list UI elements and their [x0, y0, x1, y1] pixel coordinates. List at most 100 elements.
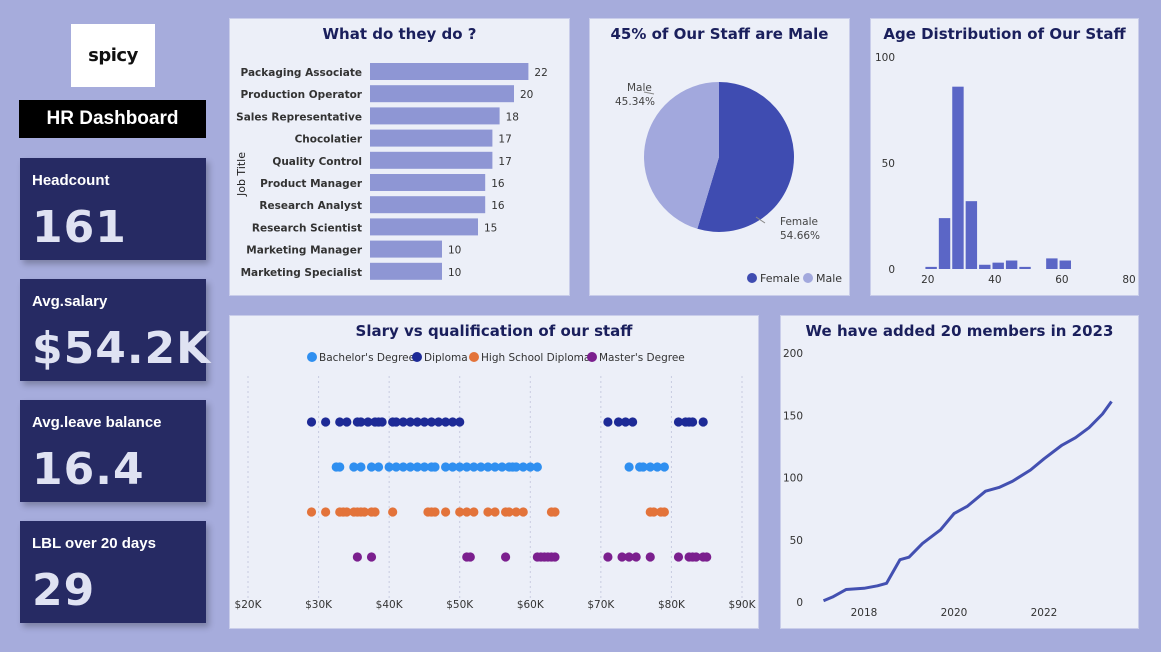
x-tick-label: 60	[1055, 274, 1068, 286]
bar	[370, 174, 486, 191]
legend-label: Bachelor's Degree	[319, 352, 415, 364]
scatter-point	[412, 417, 422, 427]
legend-label: High School Diploma	[481, 352, 590, 364]
legend-marker	[747, 273, 757, 283]
scatter-point	[462, 507, 472, 517]
headcount-line-chart: 0 50 100 150 200 2018 2020 2022	[783, 348, 1113, 619]
legend-label: Male	[816, 272, 842, 285]
category-label: Marketing Manager	[246, 245, 363, 257]
data-label: 22	[534, 67, 547, 79]
kpi-value: $54.2K	[32, 323, 212, 374]
scatter-point	[504, 507, 514, 517]
category-label: Packaging Associate	[241, 67, 362, 79]
scatter-point	[645, 552, 655, 562]
gender-pie-chart: Male 45.34% Female 54.66% Female Male	[615, 82, 842, 285]
legend-label: Diploma	[424, 352, 468, 364]
category-label: Marketing Specialist	[241, 267, 362, 279]
scatter-point	[366, 552, 377, 562]
scatter-point	[525, 462, 535, 472]
scatter-point	[306, 417, 317, 427]
histogram-bar	[1019, 266, 1031, 269]
scatter-point	[483, 462, 493, 472]
scatter-point	[673, 552, 684, 562]
scatter-point	[448, 417, 458, 427]
logo: spicy	[71, 24, 155, 87]
data-label: 10	[448, 245, 461, 257]
scatter-point	[490, 462, 500, 472]
bar	[370, 262, 442, 280]
category-label: Research Analyst	[259, 200, 362, 212]
data-label: 17	[498, 156, 511, 168]
scatter-point	[698, 417, 708, 427]
data-label: 10	[448, 267, 461, 279]
scatter-point	[455, 462, 465, 472]
histogram-bar	[992, 262, 1004, 269]
scatter-point	[419, 462, 430, 472]
scatter-point	[419, 417, 430, 427]
scatter-point	[645, 462, 655, 472]
scatter-point	[384, 462, 394, 472]
histogram-bar	[1005, 260, 1018, 269]
x-tick-label: $40K	[376, 599, 404, 611]
scatter-point	[469, 462, 479, 472]
x-tick-label: 2020	[941, 607, 968, 619]
scatter-point	[342, 417, 352, 427]
y-tick-label: 200	[783, 348, 803, 360]
leader-line	[643, 91, 655, 95]
chart-title: Age Distribution of Our Staff	[883, 25, 1126, 43]
kpi-headcount: Headcount 161	[20, 158, 206, 260]
scatter-point	[603, 417, 613, 427]
scatter-point	[688, 417, 698, 427]
scatter-point	[631, 552, 641, 562]
page-title: HR Dashboard	[19, 100, 206, 138]
category-label: Chocolatier	[295, 134, 363, 146]
scatter-point	[441, 462, 451, 472]
scatter-point	[377, 417, 387, 427]
kpi-label: Avg.salary	[32, 293, 108, 310]
scatter-point	[691, 552, 701, 562]
bar	[370, 240, 442, 258]
scatter-point	[511, 462, 521, 472]
kpi-lbl-over-20-days: LBL over 20 days 29	[20, 521, 206, 623]
scatter-point	[391, 462, 401, 472]
legend-label: Female	[760, 272, 800, 285]
x-tick-label: $30K	[305, 599, 333, 611]
scatter-point	[306, 507, 317, 517]
x-tick-label: $70K	[587, 599, 615, 611]
kpi-value: 29	[32, 565, 96, 616]
legend-marker	[587, 352, 597, 362]
data-label: 18	[506, 111, 519, 123]
scatter-point	[476, 462, 486, 472]
y-tick-label: 100	[875, 52, 895, 64]
bar	[370, 151, 493, 169]
kpi-label: Avg.leave balance	[32, 414, 162, 431]
scatter-point	[398, 417, 408, 427]
y-tick-label: 150	[783, 410, 803, 422]
bar	[370, 196, 486, 214]
scatter-point	[321, 507, 331, 517]
x-tick-label: 2018	[851, 607, 878, 619]
scatter-point	[624, 552, 634, 562]
category-label: Sales Representative	[236, 111, 362, 123]
scatter-point	[398, 462, 408, 472]
y-tick-label: 50	[790, 535, 803, 547]
salary-scatter-chart: $20K $30K $40K $50K $60K $70K $80K $90K Bachelor…	[235, 352, 757, 611]
scatter-point	[366, 462, 377, 472]
legend-marker	[803, 273, 813, 283]
data-label: 17	[498, 134, 511, 146]
kpi-label: LBL over 20 days	[32, 535, 156, 552]
scatter-point	[518, 507, 528, 517]
scatter-point	[511, 507, 521, 517]
bar	[370, 85, 514, 103]
scatter-point	[624, 462, 634, 472]
age-histogram: 0 50 100 20 40 60 80	[875, 52, 1136, 286]
scatter-point	[321, 417, 331, 427]
scatter-point	[518, 462, 528, 472]
scatter-point	[613, 417, 624, 427]
x-tick-label: $90K	[729, 599, 757, 611]
scatter-point	[405, 462, 415, 472]
scatter-point	[426, 417, 437, 427]
scatter-point	[455, 417, 465, 427]
scatter-point	[490, 507, 500, 517]
scatter-point	[500, 552, 511, 562]
